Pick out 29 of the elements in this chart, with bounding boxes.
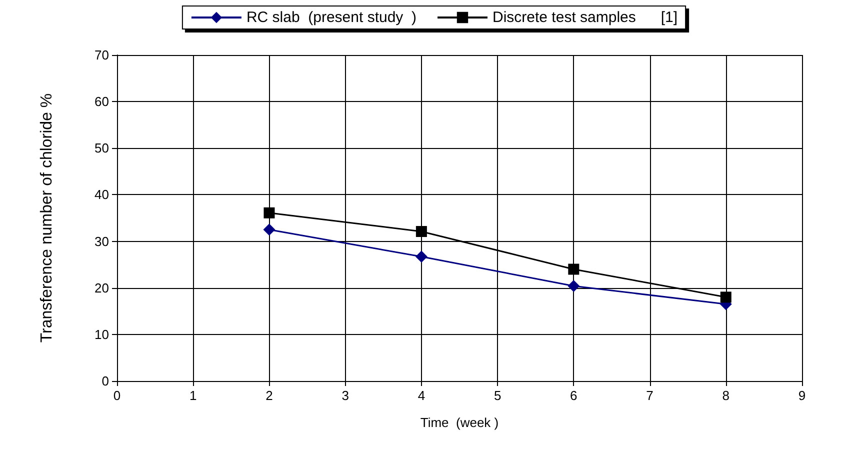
x-tick-label: 8 bbox=[722, 388, 730, 403]
x-tick-label: 5 bbox=[494, 388, 502, 403]
legend-label: Discrete test samples [1] bbox=[492, 9, 678, 26]
x-tick-label: 9 bbox=[798, 388, 806, 403]
point bbox=[415, 250, 428, 263]
x-tick-label: 3 bbox=[342, 388, 349, 403]
y-tick-label: 30 bbox=[94, 234, 109, 249]
y-tick-label: 50 bbox=[94, 140, 109, 156]
x-axis-title: Time (week ) bbox=[420, 415, 499, 430]
y-tick-label: 20 bbox=[94, 280, 109, 296]
x-tick-label: 7 bbox=[646, 388, 654, 403]
y-axis-title: Transference number of chloride % bbox=[38, 93, 56, 343]
x-tick-label: 0 bbox=[113, 388, 121, 403]
y-tick-label: 10 bbox=[94, 326, 109, 342]
point bbox=[568, 280, 580, 292]
x-tick-label: 2 bbox=[266, 388, 273, 403]
x-tick-label: 6 bbox=[570, 388, 578, 403]
x-tick-label: 1 bbox=[189, 388, 197, 403]
point bbox=[568, 264, 580, 275]
x-tick-label: 4 bbox=[418, 388, 426, 403]
y-tick-label: 70 bbox=[94, 48, 109, 62]
y-tick-label: 60 bbox=[94, 94, 109, 110]
point bbox=[720, 292, 732, 303]
point bbox=[416, 226, 427, 238]
y-tick-label: 0 bbox=[102, 374, 109, 388]
legend-label: RC slab (present study ) bbox=[246, 9, 417, 26]
y-tick-label: 40 bbox=[94, 187, 109, 202]
point bbox=[263, 224, 276, 236]
point bbox=[264, 207, 275, 218]
